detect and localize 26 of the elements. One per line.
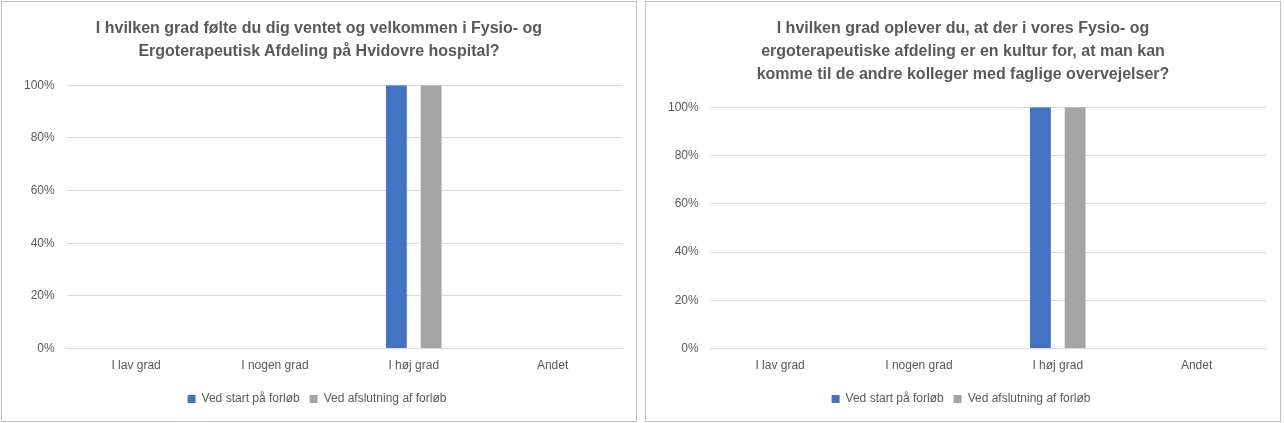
- y-tick-label: 80%: [30, 130, 56, 145]
- y-tick-label: 40%: [674, 244, 700, 259]
- y-tick-label: 20%: [674, 292, 700, 307]
- x-tick-label: I høj grad: [388, 358, 440, 373]
- legend-label: Ved start på forløb: [201, 391, 300, 406]
- y-tick-label: 0%: [681, 340, 700, 355]
- x-tick-label: Andet: [536, 358, 569, 373]
- y-tick-label: 20%: [30, 288, 56, 303]
- y-tick-label: 0%: [37, 340, 56, 355]
- y-tick-label: 60%: [30, 182, 56, 197]
- x-tick-label: I lav grad: [111, 358, 161, 373]
- y-tick-label: 100%: [23, 77, 56, 92]
- chart-title: I hvilken grad oplever du, at der i vores Fysio- og ergoterapeutiske afdeling er en kultur for, at man kan komme til de andre kolleger med faglige overvejelser?: [755, 18, 1171, 84]
- x-tick-label: I nogen grad: [241, 358, 309, 373]
- y-tick-label: 100%: [667, 99, 700, 114]
- y-tick-label: 80%: [674, 147, 700, 162]
- chart-title: I hvilken grad følte du dig ventet og velkommen i Fysio- og Ergoterapeutisk Afdeling på Hvidovre hospital?: [94, 18, 544, 61]
- x-tick-label: Andet: [1180, 358, 1213, 373]
- x-tick-label: I nogen grad: [885, 358, 953, 373]
- x-tick-label: I lav grad: [755, 358, 805, 373]
- y-tick-label: 40%: [30, 235, 56, 250]
- x-tick-label: I høj grad: [1032, 358, 1084, 373]
- legend-label: Ved afslutning af forløb: [323, 391, 447, 406]
- legend-label: Ved afslutning af forløb: [967, 391, 1091, 406]
- y-tick-label: 60%: [674, 196, 700, 211]
- legend-label: Ved start på forløb: [845, 391, 944, 406]
